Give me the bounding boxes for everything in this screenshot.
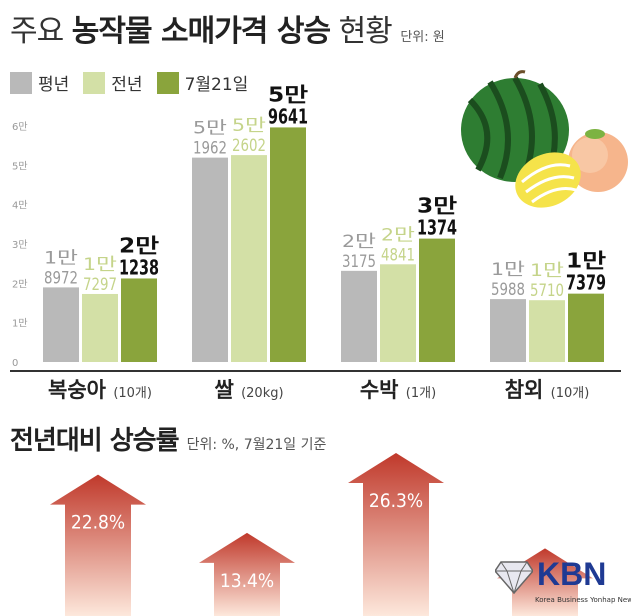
x-category-label: 수박 (1개) [360,378,436,402]
y-axis-ticks: 0 1만 2만 3만 4만 5만 6만 [12,121,28,369]
legend-label-prev: 전년 [111,75,143,95]
logo-subtext: Korea Business Yonhap News [535,596,631,604]
rise-chart-title: 전년대비 상승률 단위: %, 7월21일 기준 [10,420,326,457]
logo-text: KBN [537,556,607,592]
bar-value-label: 7379 [566,271,606,295]
rise-arrow [199,532,295,616]
title-suffix: 현황 [330,14,393,49]
legend-swatch-curr [156,71,179,94]
rise-value-label: 26.3% [369,490,423,512]
bar [82,293,118,362]
bar-value-label: 1만 [530,261,564,281]
rise-arrow [50,474,146,616]
bar-value-label: 3만 [417,194,458,218]
bar-value-label: 5988 [491,280,525,300]
legend-swatch-prev [83,71,106,94]
bar [43,287,79,362]
bar [270,127,306,362]
bar-value-label: 2만 [381,225,415,245]
bar-value-label: 5710 [530,281,564,301]
melon-icon [515,152,581,208]
rise-value-label: 13.4% [220,570,274,592]
bar-value-label: 3175 [342,252,376,272]
y-tick-label: 2만 [12,278,28,290]
legend-item-prev: 전년 [83,70,143,95]
bar-value-label: 4841 [381,245,415,265]
bar-value-label: 1만 [491,260,525,280]
bar-value-label: 5만 [268,82,309,106]
title-bold: 농작물 소매가격 상승 [71,14,331,49]
x-axis-labels: 복숭아 (10개) 쌀 (20kg) 수박 (1개) 참외 (10개) [48,378,589,402]
rise-value-label: 22.8% [71,512,125,534]
bar-value-label: 9641 [268,104,308,128]
y-tick-label: 5만 [12,160,28,172]
peach-icon [568,129,628,192]
legend: 평년 전년 7월21일 [10,70,248,95]
legend-swatch-avg [10,71,32,94]
bar [231,155,267,362]
bar-value-label: 1374 [417,216,457,240]
bar-value-label: 5만 [232,116,266,136]
y-tick-label: 1만 [12,318,28,330]
bar [419,238,455,362]
y-tick-label: 4만 [12,200,28,212]
bar-value-label: 1만 [44,248,78,268]
bar-value-label: 2만 [119,233,160,257]
bar [341,270,377,362]
legend-item-avg: 평년 [10,70,69,95]
x-category-label: 참외 (10개) [505,378,590,402]
bar-value-label: 1962 [193,139,227,159]
bar-value-label: 5만 [193,119,227,139]
rise-unit: 단위: %, 7월21일 기준 [186,437,327,453]
page-title: 주요 농작물 소매가격 상승 현황 단위: 원 [10,6,445,50]
y-tick-label: 3만 [12,239,28,251]
bar [529,300,565,362]
title-unit: 단위: 원 [400,30,445,45]
rise-arrow [348,452,444,616]
bar-value-label: 1만 [83,255,117,275]
legend-label-curr: 7월21일 [184,75,249,95]
bar-value-label: 1238 [119,255,159,279]
legend-item-curr: 7월21일 [156,70,249,95]
x-category-label: 쌀 (20kg) [214,378,283,402]
y-tick-label: 6만 [12,121,28,133]
bar-value-label: 7297 [83,275,117,295]
rise-title-text: 전년대비 상승률 [10,426,179,456]
gem-icon [495,561,533,594]
title-prefix: 주요 [10,14,72,49]
bar [192,157,228,362]
y-tick-label: 0 [12,358,18,369]
kbn-logo: KBN Korea Business Yonhap News [495,556,631,614]
bar-value-label: 1만 [566,249,607,273]
bar-value-label: 2만 [342,232,376,252]
bar-value-label: 2602 [232,136,266,156]
legend-label-avg: 평년 [38,75,70,95]
bar [121,278,157,362]
x-category-label: 복숭아 (10개) [48,378,152,402]
bar [568,293,604,362]
bar-value-label: 8972 [44,268,78,288]
bar [490,299,526,362]
bar [380,264,416,362]
